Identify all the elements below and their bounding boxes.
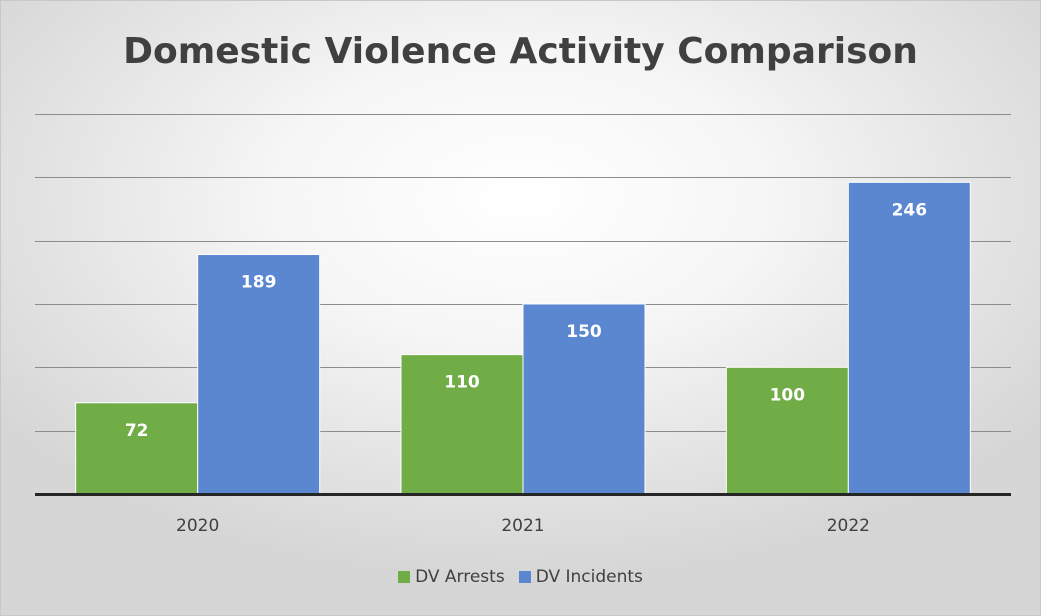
bar-dv-incidents-2022 [847,181,971,495]
legend-label-arrests: DV Arrests [415,567,505,587]
data-label: 72 [125,421,149,441]
data-label: 189 [241,273,277,293]
bar-dv-arrests-2020 [75,402,199,495]
bar-dv-incidents-2020 [197,254,321,495]
x-tick-label: 2021 [501,516,544,536]
x-tick-label: 2020 [176,516,219,536]
data-label: 110 [444,373,480,393]
data-label: 150 [566,322,602,342]
x-tick-label: 2022 [827,516,870,536]
legend-label-incidents: DV Incidents [535,567,643,587]
legend-item-arrests: DV Arrests [398,567,505,587]
legend-swatch-incidents [518,571,531,583]
data-label: 100 [770,385,806,405]
legend-swatch-arrests [398,571,411,583]
legend: DV Arrests DV Incidents [1,567,1040,587]
legend-item-incidents: DV Incidents [518,567,643,587]
chart-title: Domestic Violence Activity Comparison [123,31,918,72]
data-label: 246 [892,200,928,220]
